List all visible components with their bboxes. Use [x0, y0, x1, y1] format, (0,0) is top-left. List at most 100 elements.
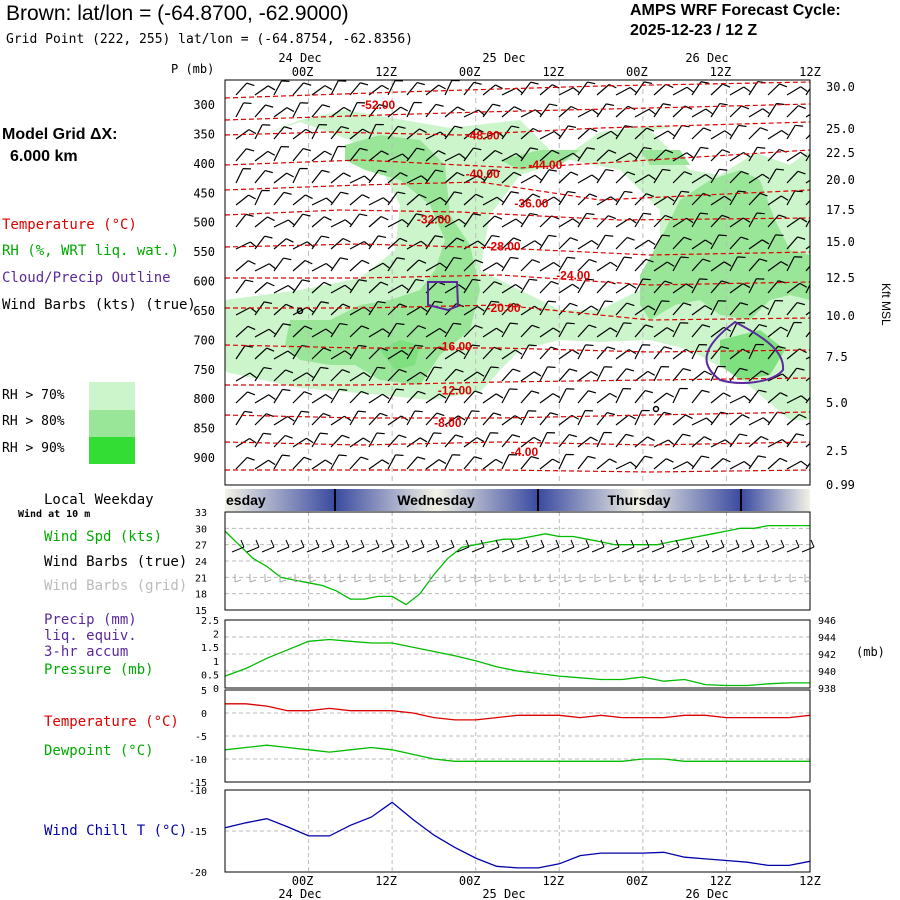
wind-barb-flag	[795, 124, 804, 127]
wind-barb-flag	[547, 300, 557, 303]
isotherm-label: -16.00	[438, 339, 472, 353]
wind-barb	[368, 262, 384, 272]
wind-barb	[558, 349, 573, 360]
wind-barb-flag	[283, 191, 292, 195]
surface-wind-barb	[291, 546, 305, 553]
isotherm-line	[225, 149, 810, 169]
top-hour-label: 12Z	[375, 65, 397, 79]
wind-barb	[786, 414, 800, 426]
wind-barb	[425, 393, 440, 404]
wind-barb	[577, 174, 593, 184]
wind-barb	[729, 171, 742, 184]
wind-barb	[805, 396, 810, 404]
wind-barb-flag	[263, 366, 272, 370]
wind-barb-flag	[321, 235, 330, 239]
wind-barb-flag	[760, 435, 769, 441]
precip-tick-label: 2.5	[201, 616, 219, 627]
wind-barb	[615, 171, 628, 184]
wind-barb	[748, 417, 764, 426]
wind-barb-flag	[283, 257, 292, 261]
wind-barb	[311, 432, 321, 448]
wind-barb-flag	[553, 262, 561, 268]
wind-barb	[805, 199, 810, 206]
wind-barb	[406, 279, 417, 294]
wind-barb	[387, 434, 400, 448]
wind-barb-flag	[437, 215, 446, 221]
wind-barb-flag	[757, 146, 766, 149]
wind-barb-flag	[607, 346, 616, 350]
wind-barb-flag	[323, 281, 332, 287]
wind-barb	[273, 389, 283, 404]
wind-barb	[634, 258, 647, 272]
wind-barb	[387, 303, 400, 316]
rh-80-region	[640, 170, 810, 320]
wind-barb-flag	[458, 349, 466, 356]
wind-barb-flag	[796, 367, 805, 371]
wind-barb	[444, 172, 458, 184]
wind-barb	[558, 152, 574, 162]
wind-barb-flag	[248, 194, 256, 200]
wind-barb	[330, 415, 345, 426]
wind-barb-flag	[819, 305, 826, 309]
wind-barb	[691, 455, 702, 470]
wind-barb-flag	[320, 301, 329, 304]
wind-barb-flag	[761, 370, 769, 376]
wind-barb	[463, 456, 475, 470]
wind-barb-flag	[246, 148, 255, 152]
wind-barb-flag	[705, 174, 713, 180]
wind-barb-flag	[474, 390, 483, 395]
isotherm-line	[225, 304, 810, 321]
wind-barb-flag	[737, 190, 747, 193]
wind-barb	[406, 456, 418, 470]
isotherm-label: -12.00	[438, 383, 472, 397]
wind-barb	[767, 392, 781, 404]
wind-barb-flag	[344, 219, 352, 226]
wind-barb	[805, 113, 810, 118]
local-weekday-label: Local Weekday	[44, 492, 154, 508]
wind-barb	[748, 239, 763, 250]
bottom-hour-label: 12Z	[542, 874, 564, 888]
panel-ytick-label: -15	[189, 778, 207, 789]
panel-ytick-label: 18	[195, 590, 207, 601]
wind-barb	[577, 390, 589, 404]
wind-barb	[653, 366, 662, 382]
wind-barb	[748, 304, 763, 316]
surface-wind-barb-flag	[720, 539, 725, 548]
wind-barb-flag	[798, 105, 807, 110]
wind-barb	[748, 344, 757, 360]
wind-barb	[292, 82, 304, 96]
rh-dry-region-top	[650, 125, 760, 175]
surface-wind-barb-flag	[525, 539, 530, 548]
wind-barb-flag	[702, 324, 711, 328]
wind-barb	[672, 302, 684, 316]
wind-barb-flag	[268, 328, 276, 335]
wind-barb-flag	[704, 370, 712, 376]
wind-barb-flag	[287, 219, 295, 226]
panel-ytick-label: 27	[195, 541, 207, 552]
wind-barb	[520, 193, 534, 206]
wind-barb-flag	[572, 152, 580, 159]
surface-wind-barb	[786, 546, 800, 553]
wind-barb	[786, 86, 802, 96]
wind-barb-flag	[719, 168, 728, 171]
wind-barb	[558, 434, 570, 448]
wind-barb	[767, 280, 779, 294]
wind-barb	[311, 124, 320, 140]
wind-barb	[311, 170, 323, 184]
wind-barb	[691, 239, 706, 250]
wind-barb	[311, 104, 323, 118]
wind-barb	[406, 213, 417, 228]
wind-barb	[596, 300, 606, 316]
wind-barb-flag	[701, 389, 710, 393]
wind-barb	[520, 278, 530, 294]
wind-barb-flag	[302, 279, 311, 282]
wind-barb	[805, 179, 810, 184]
wind-barb	[273, 369, 286, 382]
surface-wind-barb	[321, 546, 335, 553]
surface-wind-barb-flag	[495, 539, 500, 548]
wind-barb	[615, 461, 631, 470]
wind-barb-flag	[547, 366, 556, 369]
wind-barb	[748, 455, 759, 470]
wind-barb-flag	[305, 128, 314, 134]
wind-barb	[767, 130, 782, 140]
